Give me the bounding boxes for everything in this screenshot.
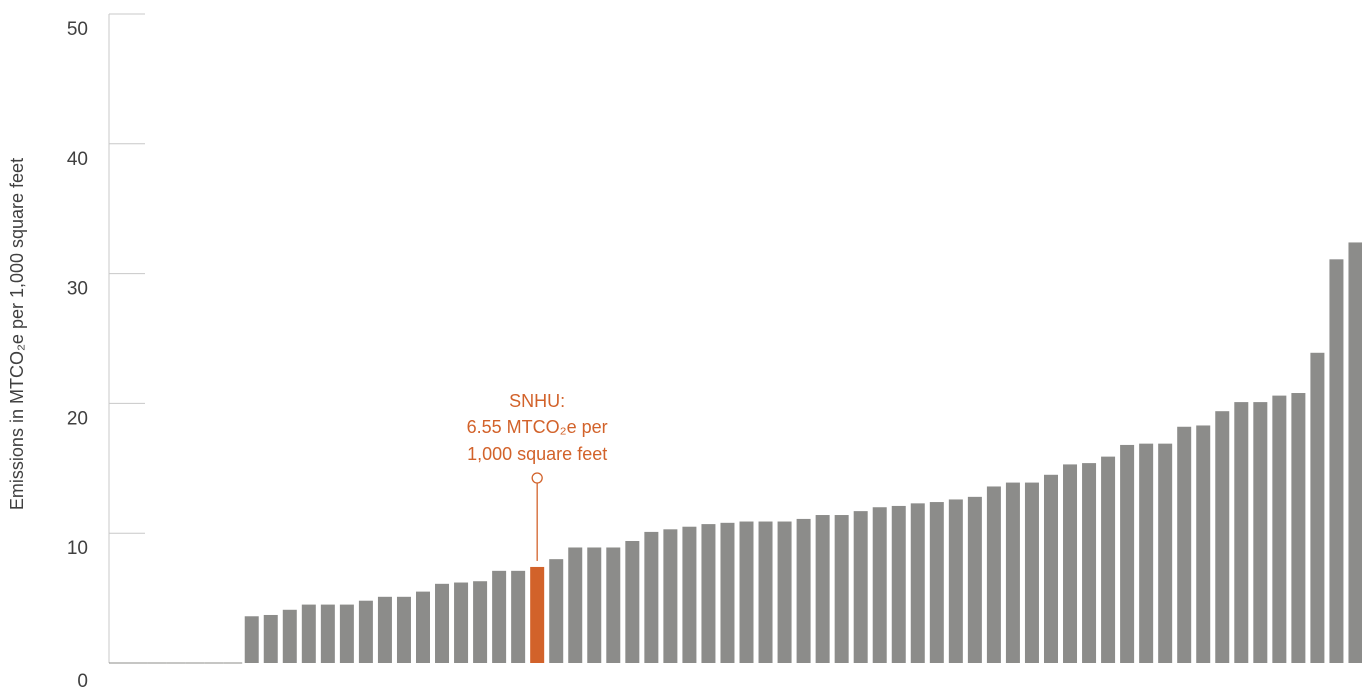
bar — [1063, 464, 1078, 663]
bar — [929, 502, 944, 663]
bar — [1024, 482, 1039, 663]
bar — [1139, 443, 1154, 663]
y-tick-label: 40 — [67, 149, 88, 170]
bar — [282, 609, 297, 663]
bar — [834, 515, 849, 663]
bar — [358, 600, 373, 663]
bar — [1310, 352, 1325, 663]
bar — [320, 604, 335, 663]
annotation-unit: 1,000 square feet — [467, 444, 607, 464]
bar — [1082, 463, 1097, 663]
bar — [568, 547, 583, 663]
bar — [1348, 242, 1362, 663]
bar — [720, 522, 735, 663]
bar — [549, 559, 564, 663]
y-tick-label: 0 — [77, 671, 88, 687]
bar — [815, 515, 830, 663]
y-axis-label: Emissions in MTCO₂e per 1,000 square fee… — [7, 158, 27, 510]
bar — [682, 526, 697, 663]
bar — [796, 518, 811, 663]
y-axis: 0 10 20 30 40 50 — [67, 13, 145, 687]
bar — [435, 583, 450, 663]
bar — [644, 531, 659, 663]
bar — [416, 591, 430, 663]
bar — [1329, 259, 1344, 663]
bar — [1005, 482, 1020, 663]
y-tick-label: 30 — [67, 279, 88, 300]
bar — [701, 524, 716, 663]
annotation-marker — [531, 472, 543, 484]
bar — [1158, 443, 1173, 663]
bar — [454, 582, 469, 663]
bar — [663, 529, 678, 663]
bar — [1215, 411, 1230, 663]
bar — [587, 547, 602, 663]
bar — [301, 604, 316, 663]
bar — [1291, 393, 1306, 663]
bar — [1177, 426, 1192, 663]
bars — [109, 242, 1362, 664]
annotation-value: 6.55 MTCO₂e per — [467, 417, 608, 437]
y-tick-label: 50 — [67, 19, 88, 40]
bar — [339, 604, 354, 663]
y-tick-label: 10 — [67, 538, 88, 559]
bar-snhu-highlight — [530, 566, 545, 663]
bar — [891, 505, 906, 663]
bar — [1196, 425, 1211, 663]
snhu-annotation: SNHU: 6.55 MTCO₂e per 1,000 square feet — [467, 391, 608, 561]
bar — [758, 521, 773, 663]
bar — [492, 570, 507, 663]
bar — [1043, 474, 1058, 663]
bar — [739, 521, 754, 663]
bar — [606, 547, 621, 663]
bar — [625, 540, 640, 663]
bar — [511, 570, 526, 663]
bar — [1120, 444, 1135, 663]
bar — [853, 511, 868, 663]
bar — [1101, 456, 1116, 663]
annotation-title: SNHU: — [509, 391, 565, 411]
bar — [1234, 402, 1249, 663]
bar — [910, 503, 925, 663]
y-tick-label: 20 — [67, 408, 88, 429]
bar — [473, 581, 488, 663]
bar — [1272, 395, 1287, 663]
bar — [244, 616, 259, 663]
bar — [948, 499, 963, 663]
bar — [263, 614, 278, 663]
bar — [377, 596, 392, 663]
bar — [777, 521, 792, 663]
bar — [396, 596, 411, 663]
bar — [872, 507, 887, 663]
bar — [1253, 402, 1268, 663]
bar — [986, 486, 1001, 663]
bar — [967, 496, 982, 663]
